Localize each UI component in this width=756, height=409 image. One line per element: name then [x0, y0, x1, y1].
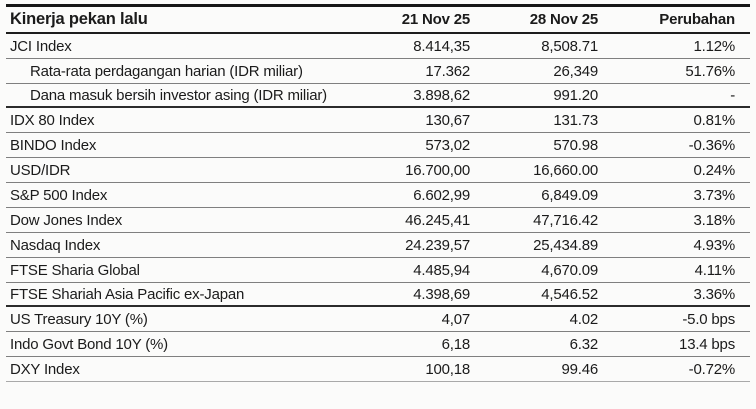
- curr-value: 25,434.89: [533, 236, 598, 254]
- column-header-curr-date: 28 Nov 25: [529, 11, 598, 28]
- table-title: Kinerja pekan lalu: [10, 10, 148, 28]
- prev-value: 130,67: [425, 111, 470, 129]
- change-value: 3.73%: [693, 186, 735, 204]
- row-label: JCI Index: [10, 37, 72, 55]
- prev-value: 46.245,41: [405, 211, 470, 229]
- curr-value: 99.46: [561, 360, 598, 378]
- prev-value: 573,02: [425, 136, 470, 154]
- table-row-dxy-index: DXY Index 100,18 99.46 -0.72%: [6, 357, 750, 382]
- prev-value: 6.602,99: [413, 186, 470, 204]
- change-value: -0.72%: [688, 360, 735, 378]
- curr-value: 4.02: [569, 310, 598, 328]
- row-label: Dana masuk bersih investor asing (IDR mi…: [30, 86, 327, 104]
- change-value: 0.81%: [693, 111, 735, 129]
- change-value: -0.36%: [688, 136, 735, 154]
- row-label: S&P 500 Index: [10, 186, 108, 204]
- row-label: USD/IDR: [10, 161, 71, 179]
- change-value: 4.11%: [694, 261, 735, 279]
- row-label: FTSE Sharia Global: [10, 261, 140, 279]
- curr-value: 570.98: [553, 136, 598, 154]
- table-row-us-treasury-10y: US Treasury 10Y (%) 4,07 4.02 -5.0 bps: [6, 307, 750, 332]
- prev-value: 6,18: [441, 335, 470, 353]
- row-label: Nasdaq Index: [10, 236, 101, 254]
- column-header-prev-date: 21 Nov 25: [401, 11, 470, 28]
- prev-value: 8.414,35: [413, 37, 470, 55]
- table-row-bindo-index: BINDO Index 573,02 570.98 -0.36%: [6, 133, 750, 158]
- prev-value: 24.239,57: [405, 236, 470, 254]
- table-row-indo-govt-bond-10y: Indo Govt Bond 10Y (%) 6,18 6.32 13.4 bp…: [6, 332, 750, 357]
- change-value: 0.24%: [693, 161, 735, 179]
- change-value: 3.18%: [693, 211, 735, 229]
- table-row-ftse-sharia-global: FTSE Sharia Global 4.485,94 4,670.09 4.1…: [6, 258, 750, 283]
- performance-table: Kinerja pekan lalu 21 Nov 25 28 Nov 25 P…: [6, 4, 750, 382]
- curr-value: 991.20: [553, 86, 598, 104]
- row-label: IDX 80 Index: [10, 111, 95, 129]
- prev-value: 16.700,00: [405, 161, 470, 179]
- curr-value: 16,660.00: [533, 161, 598, 179]
- change-value: 13.4 bps: [679, 335, 735, 353]
- table-row-usd-idr: USD/IDR 16.700,00 16,660.00 0.24%: [6, 158, 750, 183]
- table-row-avg-daily-trading: Rata-rata perdagangan harian (IDR miliar…: [6, 59, 750, 84]
- row-label: Rata-rata perdagangan harian (IDR miliar…: [30, 62, 303, 80]
- table-row-sp500-index: S&P 500 Index 6.602,99 6,849.09 3.73%: [6, 183, 750, 208]
- row-label: US Treasury 10Y (%): [10, 310, 148, 328]
- curr-value: 4,546.52: [541, 285, 598, 303]
- column-header-change: Perubahan: [659, 11, 735, 28]
- prev-value: 4,07: [441, 310, 470, 328]
- row-label: FTSE Shariah Asia Pacific ex-Japan: [10, 285, 245, 303]
- curr-value: 6,849.09: [541, 186, 598, 204]
- prev-value: 17.362: [425, 62, 470, 80]
- change-value: 3.36%: [693, 285, 735, 303]
- row-label: Indo Govt Bond 10Y (%): [10, 335, 168, 353]
- prev-value: 100,18: [425, 360, 470, 378]
- curr-value: 4,670.09: [541, 261, 598, 279]
- table-row-ftse-shariah-asia-pacific: FTSE Shariah Asia Pacific ex-Japan 4.398…: [6, 283, 750, 307]
- prev-value: 4.485,94: [413, 261, 470, 279]
- change-value: 51.76%: [685, 62, 735, 80]
- change-value: 4.93%: [693, 236, 735, 254]
- change-value: -5.0 bps: [682, 310, 735, 328]
- row-label: DXY Index: [10, 360, 80, 378]
- prev-value: 3.898,62: [413, 86, 470, 104]
- table-header-row: Kinerja pekan lalu 21 Nov 25 28 Nov 25 P…: [6, 7, 750, 34]
- change-value: -: [730, 86, 735, 104]
- table-row-nasdaq-index: Nasdaq Index 24.239,57 25,434.89 4.93%: [6, 233, 750, 258]
- curr-value: 8,508.71: [541, 37, 598, 55]
- table-row-dow-jones-index: Dow Jones Index 46.245,41 47,716.42 3.18…: [6, 208, 750, 233]
- row-label: Dow Jones Index: [10, 211, 123, 229]
- prev-value: 4.398,69: [413, 285, 470, 303]
- table-row-net-foreign-inflow: Dana masuk bersih investor asing (IDR mi…: [6, 84, 750, 108]
- curr-value: 6.32: [569, 335, 598, 353]
- curr-value: 26,349: [553, 62, 598, 80]
- table-row-jci-index: JCI Index 8.414,35 8,508.71 1.12%: [6, 34, 750, 59]
- table-row-idx80-index: IDX 80 Index 130,67 131.73 0.81%: [6, 108, 750, 133]
- curr-value: 131.73: [553, 111, 598, 129]
- change-value: 1.12%: [693, 37, 735, 55]
- row-label: BINDO Index: [10, 136, 97, 154]
- curr-value: 47,716.42: [533, 211, 598, 229]
